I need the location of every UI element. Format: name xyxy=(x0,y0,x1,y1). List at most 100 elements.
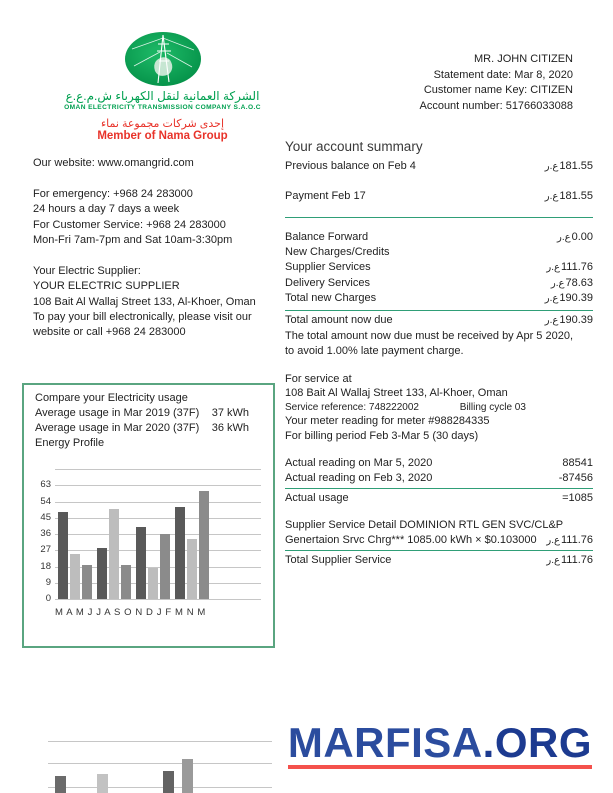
summary-row: New Charges/Credits xyxy=(285,245,593,260)
billing-period-line: For billing period Feb 3-Mar 5 (30 days) xyxy=(285,429,479,442)
currency-symbol: ر.ع xyxy=(546,555,560,567)
contact-line: Mon-Fri 7am-7pm and Sat 10am-3:30pm xyxy=(33,234,233,247)
currency-symbol: ر.ع xyxy=(544,160,559,172)
company-name-arabic: الشركة العمانية لنقل الكهرباء ش.م.ع.ع xyxy=(65,89,260,103)
account-summary-section: Your account summary Previous balance on… xyxy=(285,139,593,569)
summary-row-label: Delivery Services xyxy=(285,276,370,289)
summary-row-value: ر.ع190.39 xyxy=(545,291,593,307)
separator-line xyxy=(285,216,593,218)
y-axis-tick: 0 xyxy=(45,593,51,604)
average-usage-row-label: Average usage in Mar 2019 (37F) xyxy=(35,407,200,419)
gridline xyxy=(48,763,272,764)
amount: 111.76 xyxy=(560,260,593,273)
summary-total-due-row: Total amount now due ر.ع190.39 xyxy=(285,313,593,329)
usage-row-label: Actual usage xyxy=(285,491,349,504)
amount: 190.39 xyxy=(559,292,593,305)
gridline xyxy=(55,469,261,470)
summary-row-value: ر.ع181.55 xyxy=(545,189,593,205)
usage-bar xyxy=(58,512,68,599)
reading-row: Actual reading on Feb 3, 2020 -87456 xyxy=(285,471,593,486)
account-number: Account number: 51766033088 xyxy=(419,99,573,112)
contact-line: Your Electric Supplier: xyxy=(33,264,141,277)
reading-row-value: -87456 xyxy=(558,472,593,484)
amount: 181.55 xyxy=(559,190,593,203)
currency-symbol: ر.ع xyxy=(546,261,560,273)
gridline xyxy=(55,534,261,535)
watermark-main: MARFISA xyxy=(287,719,483,766)
compare-usage-title: Compare your Electricity usage xyxy=(35,392,188,404)
gridline xyxy=(55,582,261,584)
contact-line: For emergency: +968 24 283000 xyxy=(33,187,193,200)
usage-bar xyxy=(70,553,80,599)
energy-profile-chart: 0 9 18 27 36 45 54 63 M A M J J A S O N D J F M… xyxy=(35,465,262,625)
usage-bar xyxy=(175,506,185,599)
contact-info: Our website: www.omangrid.com For emergen… xyxy=(33,156,288,341)
supplier-total-row-label: Total Supplier Service xyxy=(285,554,392,567)
amount: 111.76 xyxy=(560,554,593,567)
supplier-charge-row: Genertaion Srvc Chrg*** 1085.00 kWh × $0… xyxy=(285,533,593,549)
supplier-total-row-value: ر.ع111.76 xyxy=(546,553,593,569)
reading-row: Actual reading on Mar 5, 2020 88541 xyxy=(285,456,593,471)
reading-row-label: Actual reading on Mar 5, 2020 xyxy=(285,457,433,470)
account-summary-title: Your account summary xyxy=(285,139,423,154)
contact-line: 108 Bait Al Wallaj Street 133, Al-Khoer,… xyxy=(33,295,256,308)
currency-symbol: ر.ع xyxy=(546,534,560,546)
usage-bar-partial xyxy=(55,776,66,793)
summary-row-value: ر.ع111.76 xyxy=(546,260,593,276)
usage-bar xyxy=(109,508,119,599)
supplier-service-block: Supplier Service Detail DOMINION RTL GEN… xyxy=(285,518,593,569)
average-usage-row: Average usage in Mar 2019 (37F) 37 kWh xyxy=(35,406,262,421)
gridline xyxy=(55,599,261,600)
chart-plot-area: 0 9 18 27 36 45 54 63 xyxy=(40,469,261,604)
y-axis-tick: 45 xyxy=(40,511,51,523)
y-axis-tick: 18 xyxy=(40,560,51,572)
separator-line xyxy=(285,309,593,311)
contact-line: Our website: www.omangrid.com xyxy=(33,157,194,169)
summary-row-label: Balance Forward xyxy=(285,230,369,243)
usage-bar xyxy=(82,564,92,599)
gridline xyxy=(55,501,261,503)
customer-name: MR. JOHN CITIZEN xyxy=(474,53,573,65)
usage-bar xyxy=(148,568,158,599)
amount: 0.00 xyxy=(571,230,593,243)
summary-row: Payment Feb 17 ر.ع181.55 xyxy=(285,189,593,205)
contact-line xyxy=(33,248,288,263)
summary-row-label: Supplier Services xyxy=(285,260,371,273)
summary-row-value: ر.ع78.63 xyxy=(551,276,593,292)
amount: 181.55 xyxy=(559,159,593,172)
usage-row: Actual usage =1085 xyxy=(285,491,593,506)
next-page-energy-chart-partial xyxy=(48,735,272,793)
y-axis-tick: 27 xyxy=(40,544,51,556)
y-axis-tick: 9 xyxy=(45,576,51,588)
amount: 78.63 xyxy=(565,276,593,289)
company-logo: الشركة العمانية لنقل الكهرباء ش.م.ع.ع OM… xyxy=(55,31,270,143)
summary-row: Previous balance on Feb 4 ر.ع181.55 xyxy=(285,159,593,175)
average-usage-row-label: Average usage in Mar 2020 (37F) xyxy=(35,422,200,434)
contact-line: To pay your bill electronically, please … xyxy=(33,311,252,324)
summary-row: Total amount now due ر.ع190.39 xyxy=(285,313,593,329)
marfisa-watermark: MARFISA.ORG xyxy=(287,722,592,769)
usage-row-value: =1085 xyxy=(562,491,593,504)
summary-row-label: Previous balance on Feb 4 xyxy=(285,159,416,172)
y-axis-tick: 63 xyxy=(40,479,51,491)
currency-symbol: ر.ع xyxy=(550,277,565,289)
currency-symbol: ر.ع xyxy=(544,314,559,326)
watermark-text: MARFISA.ORG xyxy=(288,722,592,764)
summary-row: Delivery Services ر.ع78.63 xyxy=(285,276,593,292)
statement-date: Statement date: Mar 8, 2020 xyxy=(433,68,573,81)
y-axis-tick: 54 xyxy=(40,495,51,507)
service-address-block: For service at 108 Bait Al Wallaj Street… xyxy=(285,372,593,444)
due-date-note: The total amount now due must be receive… xyxy=(285,330,574,357)
summary-row-label: Payment Feb 17 xyxy=(285,190,366,203)
average-usage-row: Average usage in Mar 2020 (37F) 36 kWh xyxy=(35,421,262,436)
meter-line: Your meter reading for meter #988284335 xyxy=(285,415,490,428)
supplier-total-row: Total Supplier Service ر.ع111.76 xyxy=(285,553,593,569)
nama-group-arabic: إحدى شركات مجموعة نماء xyxy=(100,118,225,130)
service-at-heading: For service at xyxy=(285,372,352,385)
supplier-charge-row-value: ر.ع111.76 xyxy=(546,533,593,549)
summary-row-value: ر.ع0.00 xyxy=(557,230,593,246)
contact-line: 24 hours a day 7 days a week xyxy=(33,203,180,216)
transmission-company-logo-icon xyxy=(124,32,201,86)
watermark-suffix: .ORG xyxy=(482,719,592,766)
